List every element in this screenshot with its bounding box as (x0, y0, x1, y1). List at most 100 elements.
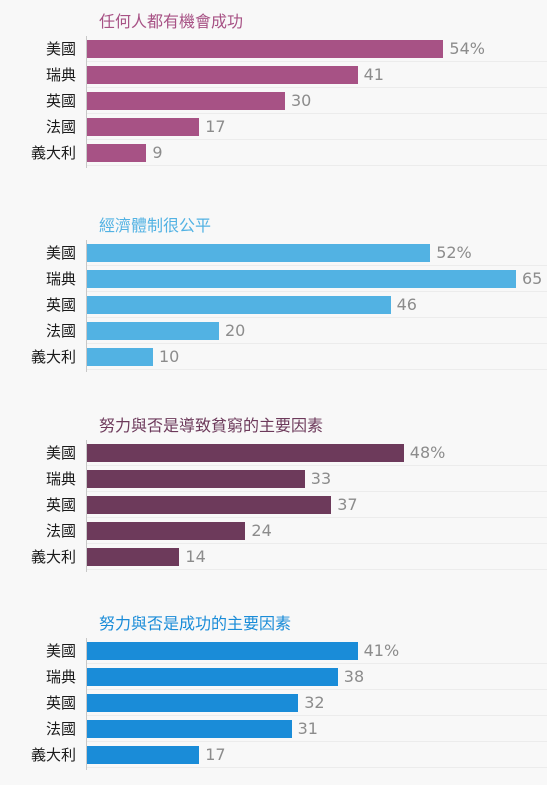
category-label: 瑞典 (45, 668, 76, 686)
value-label: 65 (522, 269, 543, 288)
category-label: 英國 (45, 694, 76, 712)
bar (87, 548, 180, 566)
bar (87, 720, 292, 738)
category-label: 義大利 (30, 348, 76, 366)
category-label: 義大利 (30, 746, 76, 764)
category-label: 法國 (45, 118, 76, 136)
row-gridline (87, 569, 547, 570)
row-gridline (87, 61, 547, 62)
value-label: 52% (436, 243, 472, 262)
row-gridline (87, 265, 547, 266)
row-gridline (87, 543, 547, 544)
value-label: 41 (363, 65, 384, 84)
row-gridline (87, 715, 547, 716)
value-label: 48% (409, 443, 446, 462)
row-gridline (87, 369, 547, 370)
value-label: 32 (304, 693, 325, 712)
row-gridline (87, 741, 547, 742)
bar (87, 348, 153, 366)
bar (87, 496, 332, 514)
bar (87, 66, 358, 84)
category-label: 美國 (45, 244, 76, 262)
value-label: 31 (297, 719, 318, 738)
category-label: 英國 (45, 496, 76, 514)
y-axis-line (86, 240, 87, 372)
value-label: 33 (310, 469, 332, 488)
category-label: 義大利 (30, 548, 76, 566)
row-gridline (87, 113, 547, 114)
bar (87, 746, 200, 764)
chart-panel: 任何人都有機會成功 美國 54% 瑞典 41 英國 30 法國 17 義大利 9 (0, 8, 547, 168)
category-label: 瑞典 (45, 470, 76, 488)
row-gridline (87, 87, 547, 88)
bar (87, 668, 338, 686)
category-label: 美國 (45, 642, 76, 660)
bar-row: 義大利 17 (0, 742, 547, 768)
bar-row: 英國 32 (0, 690, 547, 716)
bar-row: 瑞典 38 (0, 664, 547, 690)
bar-row: 瑞典 33 (0, 466, 547, 492)
value-label: 10 (159, 347, 180, 366)
bar-row: 美國 48% (0, 440, 547, 466)
bar-row: 英國 30 (0, 88, 547, 114)
row-gridline (87, 663, 547, 664)
y-axis-line (86, 440, 87, 572)
bar-row: 美國 41% (0, 638, 547, 664)
chart-panel: 努力與否是導致貧窮的主要因素美國 48% 瑞典 33 英國 37 法國 24 義大利 14 (0, 412, 547, 572)
bar (87, 470, 305, 488)
y-axis-line (86, 36, 87, 168)
category-label: 英國 (45, 296, 76, 314)
value-label: 30 (291, 91, 312, 110)
value-label: 9 (152, 143, 163, 162)
category-label: 美國 (45, 444, 76, 462)
row-gridline (87, 139, 547, 140)
value-label: 20 (225, 321, 246, 340)
bar (87, 270, 516, 288)
category-label: 瑞典 (45, 270, 76, 288)
value-label: 17 (205, 117, 226, 136)
chart-panel: 努力與否是成功的主要因素美國 41% 瑞典 38 英國 32 法國 31 義大利 17 (0, 610, 547, 770)
bar-row: 義大利 10 (0, 344, 547, 370)
value-label: 41% (363, 641, 400, 660)
row-gridline (87, 165, 547, 166)
bar (87, 92, 285, 110)
bar (87, 522, 246, 540)
row-gridline (87, 343, 547, 344)
y-axis-line (86, 638, 87, 770)
bar-row: 法國 20 (0, 318, 547, 344)
bar-row: 法國 17 (0, 114, 547, 140)
bar-row: 法國 24 (0, 518, 547, 544)
value-label: 38 (343, 667, 365, 686)
category-label: 法國 (45, 522, 76, 540)
category-label: 瑞典 (45, 66, 76, 84)
category-label: 義大利 (30, 144, 76, 162)
row-gridline (87, 291, 547, 292)
bar (87, 40, 444, 58)
row-gridline (87, 767, 547, 768)
bar-row: 法國 31 (0, 716, 547, 742)
category-label: 法國 (45, 720, 76, 738)
chart-title: 任何人都有機會成功 (99, 12, 244, 31)
bar-row: 義大利 14 (0, 544, 547, 570)
row-gridline (87, 317, 547, 318)
bar-row: 美國 52% (0, 240, 547, 266)
value-label: 46 (396, 295, 417, 314)
value-label: 24 (251, 521, 272, 540)
bar (87, 144, 147, 162)
value-label: 37 (337, 495, 358, 514)
bar (87, 118, 200, 136)
chart-title: 經濟體制很公平 (99, 216, 212, 235)
category-label: 法國 (45, 322, 76, 340)
chart-panel: 經濟體制很公平美國 52% 瑞典 65 英國 46 法國 20 義大利 10 (0, 212, 547, 372)
chart-title: 努力與否是成功的主要因素 (99, 614, 292, 633)
value-label: 14 (185, 547, 206, 566)
bar (87, 322, 219, 340)
bar (87, 444, 404, 462)
bar-row: 義大利 9 (0, 140, 547, 166)
bar-row: 英國 46 (0, 292, 547, 318)
bar (87, 694, 299, 712)
row-gridline (87, 465, 547, 466)
category-label: 美國 (45, 40, 76, 58)
bar (87, 244, 431, 262)
chart-title: 努力與否是導致貧窮的主要因素 (99, 416, 324, 435)
